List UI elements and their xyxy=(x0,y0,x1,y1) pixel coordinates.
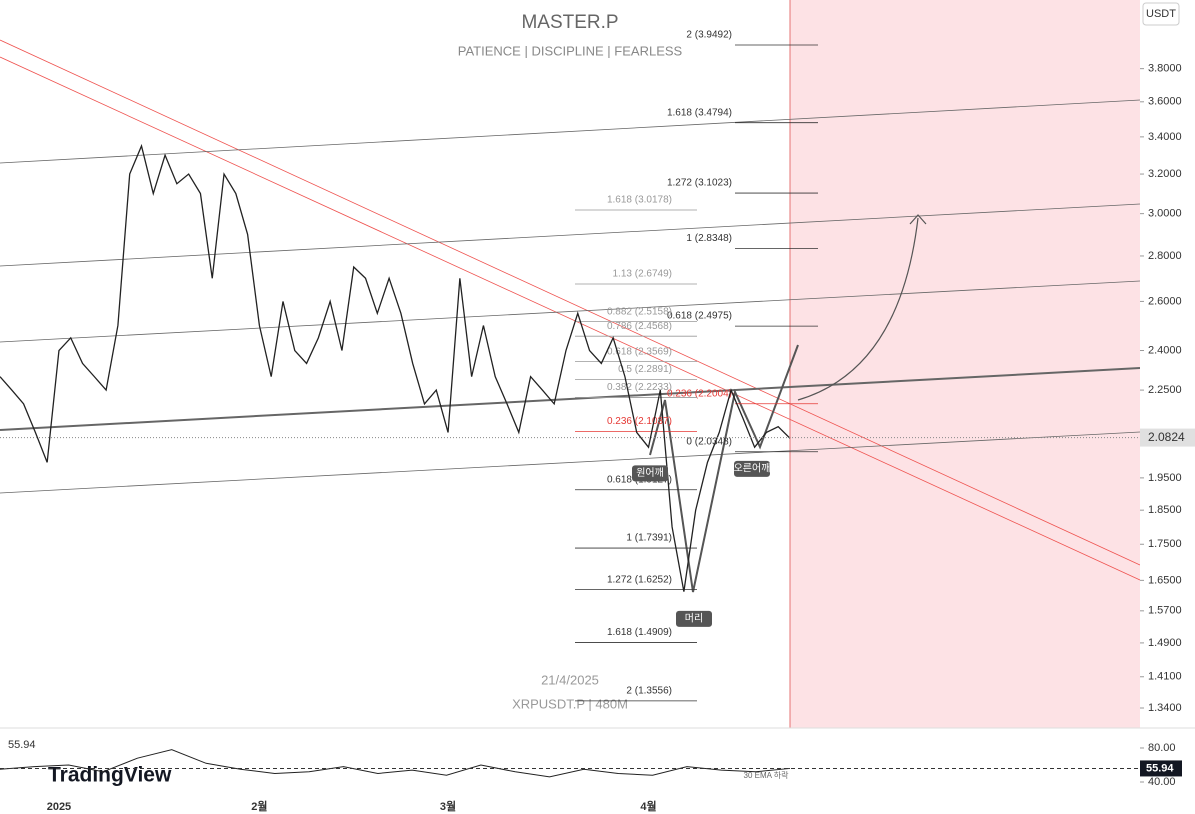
fib-label: 1.13 (2.6749) xyxy=(613,269,673,280)
price-line xyxy=(0,143,791,592)
y-tick-label: 1.4900 xyxy=(1148,637,1182,649)
fib-label: 1.618 (1.4909) xyxy=(607,627,672,638)
channel-line xyxy=(0,99,1141,164)
y-tick-label: 1.8500 xyxy=(1148,504,1182,516)
y-tick-label: 2.8000 xyxy=(1148,250,1182,262)
y-tick-label: 3.0000 xyxy=(1148,208,1182,220)
y-tick-label: 1.3400 xyxy=(1148,702,1182,714)
chart-title: MASTER.P xyxy=(521,12,618,33)
fib-label: 0.382 (2.2233) xyxy=(607,382,672,393)
fib-label: 1 (2.8348) xyxy=(686,233,732,244)
y-tick-label: 3.8000 xyxy=(1148,63,1182,75)
pattern-label: 원어깨 xyxy=(636,467,664,479)
projection-zone xyxy=(790,0,1140,728)
pattern-label: 머리 xyxy=(685,612,703,624)
fib-label: 2 (3.9492) xyxy=(686,30,732,41)
trend-line xyxy=(0,56,1141,581)
x-tick-label: 2025 xyxy=(47,801,71,813)
y-tick-label: 2.6000 xyxy=(1148,295,1182,307)
brand: TradingView xyxy=(48,764,172,787)
y-tick-label: 1.5700 xyxy=(1148,605,1182,617)
symbol-text: XRPUSDT.P | 480M xyxy=(512,696,628,711)
pattern-label: 오른어깨 xyxy=(734,462,771,474)
channel-line xyxy=(0,203,1141,267)
currency-box[interactable] xyxy=(1142,2,1180,26)
fib-label: 1.618 (3.4794) xyxy=(667,107,732,118)
y-tick-label: 1.6500 xyxy=(1148,574,1182,586)
y-tick-label: 1.9500 xyxy=(1148,472,1182,484)
fib-label: 0.5 (2.2891) xyxy=(618,364,672,375)
trend-line xyxy=(0,39,1141,566)
projection-arrow xyxy=(797,214,927,401)
fib-label: 0.618 (2.3569) xyxy=(607,346,672,357)
pattern-tag xyxy=(632,465,668,482)
y-tick-label: 2.4000 xyxy=(1148,344,1182,356)
indicator-title: 55.94 xyxy=(8,739,36,751)
y-tick-label: 3.2000 xyxy=(1148,168,1182,180)
channel-line xyxy=(0,280,1141,343)
fib-label: 0.236 (2.2004) xyxy=(667,388,732,399)
fib-label: 0.618 (2.4975) xyxy=(667,311,732,322)
fib-label: 1.272 (3.1023) xyxy=(667,178,732,189)
fib-label: 0.882 (2.5158) xyxy=(607,306,672,317)
chart-subtitle: PATIENCE | DISCIPLINE | FEARLESS xyxy=(458,43,683,58)
fib-label: 1 (1.7391) xyxy=(626,533,672,544)
neckline xyxy=(0,367,1141,431)
fib-label: 1.618 (3.0178) xyxy=(607,195,672,206)
last-price-box xyxy=(1140,428,1195,447)
date-text: 21/4/2025 xyxy=(541,672,599,687)
x-tick-label: 2월 xyxy=(251,799,267,813)
fib-label: 2 (1.3556) xyxy=(626,686,672,697)
pattern-tag xyxy=(676,610,712,627)
y-tick-label: 3.6000 xyxy=(1148,96,1182,108)
y-tick-label: 3.4000 xyxy=(1148,131,1182,143)
pattern-outline xyxy=(649,344,799,593)
currency: USDT xyxy=(1146,8,1176,20)
y-tick-label: 2.2500 xyxy=(1148,384,1182,396)
indicator-value-label: 55.94 xyxy=(1146,762,1174,774)
y-tick-label: 40.00 xyxy=(1148,776,1176,788)
indicator-value-box xyxy=(1140,760,1182,777)
pattern-tag xyxy=(734,460,770,477)
fib-label: 0.786 (2.4568) xyxy=(607,321,672,332)
y-tick-label: 80.00 xyxy=(1148,742,1176,754)
y-tick-label: 1.4100 xyxy=(1148,671,1182,683)
fib-label: 0.236 (2.1037) xyxy=(607,416,672,427)
indicator-note: 30 EMA 하락 xyxy=(744,770,790,780)
indicator-line xyxy=(0,749,791,778)
fib-label: 1.272 (1.6252) xyxy=(607,574,672,585)
channel-line xyxy=(0,431,1141,494)
y-tick-label: 1.7500 xyxy=(1148,538,1182,550)
fib-label: 0 (2.0348) xyxy=(686,436,732,447)
x-tick-label: 4월 xyxy=(640,799,656,813)
price-axis xyxy=(1140,0,1195,814)
last-price-label: 2.0824 xyxy=(1148,430,1185,444)
x-tick-label: 3월 xyxy=(440,799,456,813)
